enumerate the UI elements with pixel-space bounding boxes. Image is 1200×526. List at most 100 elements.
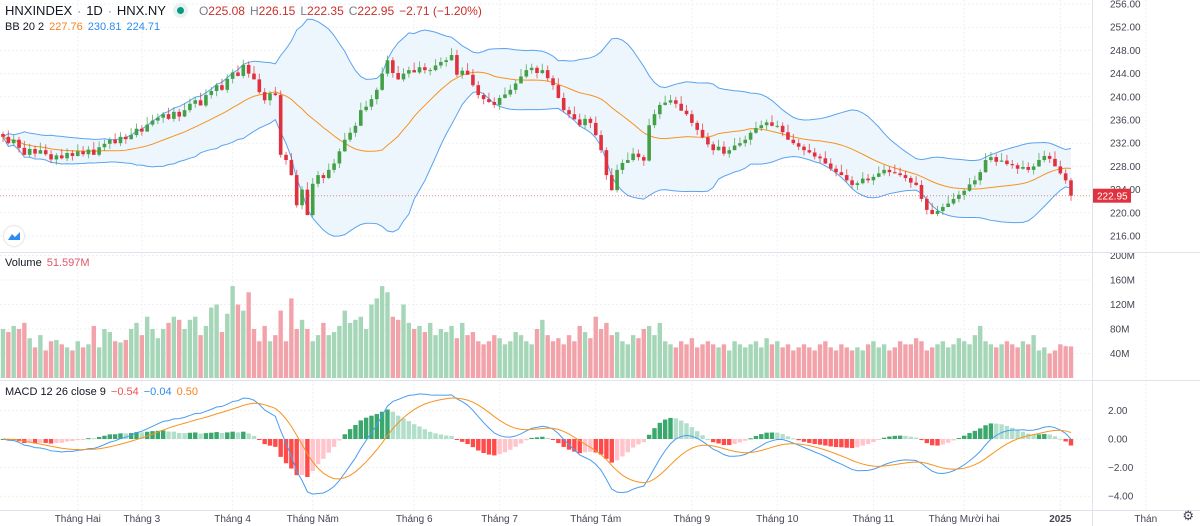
macd-histogram-bar xyxy=(572,439,577,452)
candle-body xyxy=(860,178,865,184)
volume-bar xyxy=(70,350,75,378)
candle xyxy=(172,107,176,122)
candle xyxy=(759,120,764,132)
candle xyxy=(70,150,75,161)
macd-histogram-bar xyxy=(401,418,406,439)
candle xyxy=(620,159,625,174)
candle-body xyxy=(375,89,379,100)
volume-bar xyxy=(422,332,428,378)
candle xyxy=(300,186,304,210)
macd-histogram-bar xyxy=(556,439,561,444)
macd-histogram-bar xyxy=(353,425,358,439)
time-tick-label: Tháng 7 xyxy=(481,514,518,525)
macd-tick-label: −2.00 xyxy=(1108,463,1134,474)
candle-body xyxy=(348,132,352,140)
volume-bar xyxy=(817,344,823,378)
candle-body xyxy=(1069,180,1073,196)
candle-body xyxy=(444,60,449,62)
macd-histogram-bar xyxy=(1058,438,1063,440)
volume-bar xyxy=(203,325,209,378)
candle xyxy=(738,137,742,148)
bb-lower-line xyxy=(2,90,1072,237)
candle xyxy=(11,135,16,147)
macd-histogram-bar xyxy=(369,415,374,439)
symbol-name[interactable]: HNXINDEX xyxy=(5,3,73,18)
candle xyxy=(743,135,748,147)
volume-bar xyxy=(144,316,150,378)
candle-body xyxy=(658,104,662,115)
macd-histogram-bar xyxy=(865,439,871,445)
macd-histogram-bar xyxy=(684,423,689,439)
candle-body xyxy=(22,147,27,155)
settings-gear-icon[interactable]: ⚙ xyxy=(1182,508,1194,523)
candle-body xyxy=(983,160,988,173)
macd-tick-label: −4.00 xyxy=(1108,492,1134,503)
candle xyxy=(551,75,555,90)
candle xyxy=(572,106,577,120)
candle xyxy=(407,66,411,78)
price-tick-label: 216.00 xyxy=(1110,232,1141,243)
candle xyxy=(241,59,246,79)
candle-body xyxy=(268,93,272,101)
macd-histogram-bar xyxy=(1047,434,1052,439)
candle xyxy=(108,137,112,149)
volume-bar xyxy=(278,310,283,378)
candle xyxy=(828,158,833,172)
candle-body xyxy=(1010,164,1015,166)
candle xyxy=(876,166,881,178)
volume-bar xyxy=(294,329,299,378)
candle-body xyxy=(828,163,833,169)
interval[interactable]: 1D xyxy=(86,3,103,18)
volume-bar xyxy=(566,335,572,378)
macd-histogram-bar xyxy=(871,439,876,443)
candle-body xyxy=(1,133,5,137)
open-value: 225.08 xyxy=(208,3,245,18)
candle xyxy=(887,166,892,177)
candle-body xyxy=(214,85,219,91)
candle xyxy=(941,203,945,216)
candle xyxy=(860,172,865,185)
macd-histogram-bar xyxy=(433,433,438,439)
candle xyxy=(1069,178,1073,201)
candle xyxy=(385,55,390,77)
candle-body xyxy=(1047,155,1052,159)
macd-histogram-bar xyxy=(444,435,449,439)
macd-histogram-bar xyxy=(54,439,59,443)
volume-bar xyxy=(230,286,235,378)
candle-body xyxy=(70,153,75,156)
candle xyxy=(706,132,710,148)
candle-body xyxy=(145,124,149,132)
candle xyxy=(989,151,993,163)
candle xyxy=(268,91,272,106)
macd-histogram-bar xyxy=(182,433,187,439)
volume-bar xyxy=(433,335,438,378)
volume-bar xyxy=(743,347,748,378)
candle-body xyxy=(342,139,347,152)
bb-lower-value: 224.71 xyxy=(126,21,161,33)
macd-histogram-bar xyxy=(481,439,486,454)
macd-legend[interactable]: MACD 12 26 close 9 −0.54 −0.04 0.50 xyxy=(5,386,198,398)
volume-bar xyxy=(107,332,112,378)
price-tick-label: 252.00 xyxy=(1110,23,1141,34)
volume-bar xyxy=(379,286,385,378)
candle-body xyxy=(786,132,790,140)
candle-body xyxy=(850,180,854,185)
candle-body xyxy=(257,79,262,93)
macd-histogram-bar xyxy=(662,419,668,439)
close-label: C xyxy=(348,3,358,18)
candle xyxy=(722,141,726,156)
volume-legend[interactable]: Volume 51.597M xyxy=(5,257,90,269)
macd-histogram-bar xyxy=(876,439,881,440)
candle-body xyxy=(412,70,416,73)
bb-legend[interactable]: BB 20 2 227.76 230.81 224.71 xyxy=(5,21,160,33)
volume-bar xyxy=(881,344,887,378)
volume-bar xyxy=(711,344,716,378)
candle xyxy=(540,63,545,75)
candle xyxy=(786,124,790,140)
macd-histogram-bar xyxy=(940,439,946,445)
tradingview-logo-icon[interactable] xyxy=(4,226,24,246)
macd-histogram-bar xyxy=(470,439,476,448)
candle-body xyxy=(727,150,732,154)
candle xyxy=(289,153,294,176)
